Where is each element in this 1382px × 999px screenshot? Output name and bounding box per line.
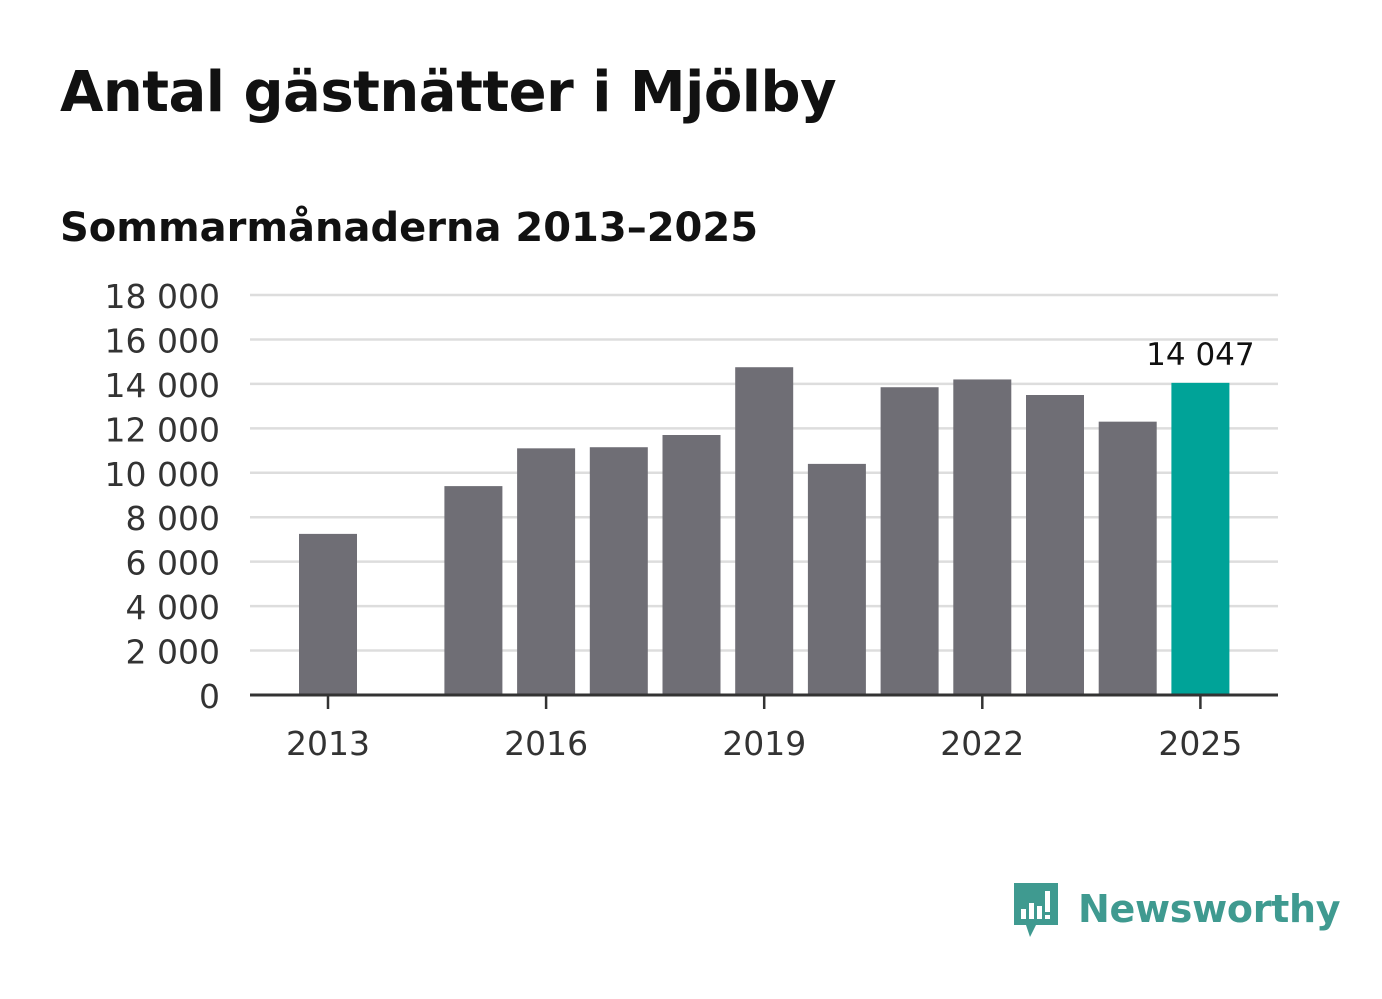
bar: [517, 448, 576, 695]
chart-subtitle: Sommarmånaderna 2013–2025: [60, 205, 759, 251]
bar: [953, 379, 1012, 695]
x-tick-label: 2025: [1158, 724, 1242, 763]
y-tick-label: 2 000: [126, 633, 220, 672]
y-tick-label: 4 000: [126, 588, 220, 627]
y-tick-label: 8 000: [126, 499, 220, 538]
x-tick-label: 2022: [940, 724, 1024, 763]
bar: [1098, 421, 1157, 695]
y-tick-label: 0: [199, 677, 220, 716]
bar: [589, 447, 648, 695]
bar: [444, 486, 503, 695]
bar: [735, 367, 794, 695]
y-tick-label: 16 000: [105, 321, 220, 360]
x-tick-label: 2019: [722, 724, 806, 763]
bar: [299, 533, 357, 695]
bar: [662, 435, 721, 695]
newsworthy-logo: Newsworthy: [1010, 878, 1341, 940]
y-tick-label: 12 000: [105, 410, 220, 449]
newsworthy-chart-bubble-icon: [1014, 883, 1058, 937]
bar: [807, 463, 866, 695]
y-tick-label: 6 000: [126, 544, 220, 583]
bar: [1171, 382, 1230, 695]
bar: [880, 387, 939, 695]
y-tick-label: 10 000: [105, 455, 220, 494]
y-tick-label: 14 000: [105, 366, 220, 405]
chart-title: Antal gästnätter i Mjölby: [60, 60, 837, 125]
x-tick-label: 2013: [286, 724, 370, 763]
bar: [1026, 395, 1084, 695]
x-tick-label: 2016: [504, 724, 588, 763]
y-tick-label: 18 000: [105, 277, 220, 316]
data-label: 14 047: [1146, 337, 1254, 373]
brand-name: Newsworthy: [1078, 887, 1341, 931]
